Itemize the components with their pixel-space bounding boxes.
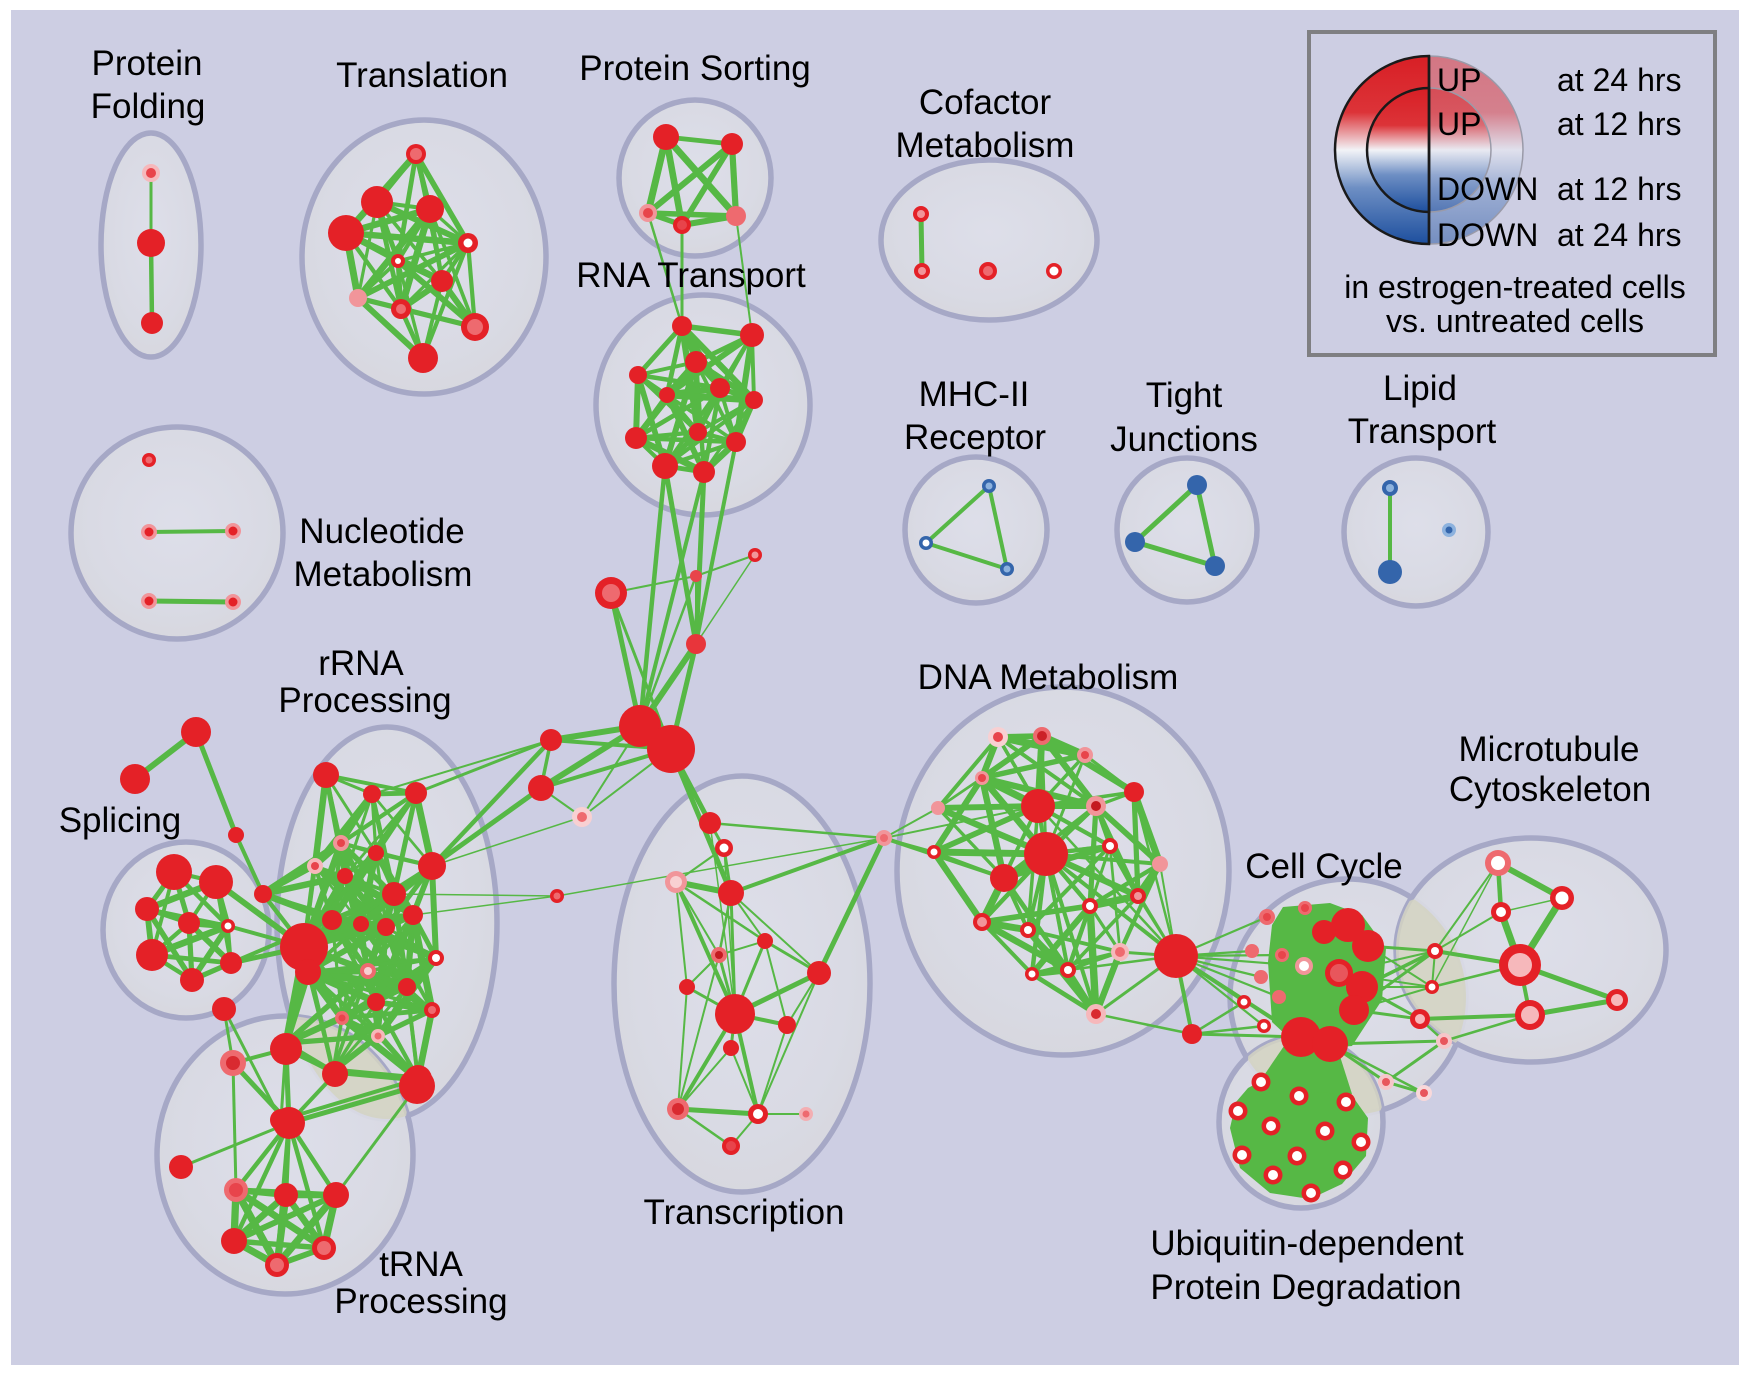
svg-text:Lipid: Lipid [1383,369,1457,408]
svg-text:Translation: Translation [336,56,508,95]
svg-text:Splicing: Splicing [59,801,182,840]
svg-text:Folding: Folding [91,87,206,126]
svg-text:at 24 hrs: at 24 hrs [1557,217,1682,253]
svg-text:at 12 hrs: at 12 hrs [1557,106,1682,142]
svg-text:DNA Metabolism: DNA Metabolism [918,658,1179,697]
svg-text:tRNA: tRNA [379,1245,463,1284]
svg-text:Transport: Transport [1348,412,1497,451]
svg-text:Metabolism: Metabolism [896,126,1075,165]
svg-text:Protein: Protein [92,44,203,83]
svg-text:at 24 hrs: at 24 hrs [1557,62,1682,98]
svg-text:Receptor: Receptor [904,418,1046,457]
svg-text:Cell Cycle: Cell Cycle [1245,847,1403,886]
svg-text:Transcription: Transcription [644,1193,845,1232]
svg-text:in estrogen-treated cells: in estrogen-treated cells [1344,269,1686,305]
svg-text:UP: UP [1437,106,1481,142]
svg-text:at 12 hrs: at 12 hrs [1557,171,1682,207]
svg-text:DOWN: DOWN [1437,217,1538,253]
svg-text:RNA Transport: RNA Transport [576,256,806,295]
svg-text:Processing: Processing [278,681,451,720]
svg-text:Cofactor: Cofactor [919,83,1052,122]
svg-text:Protein Degradation: Protein Degradation [1150,1268,1461,1307]
svg-text:Metabolism: Metabolism [294,555,473,594]
svg-text:Processing: Processing [334,1282,507,1321]
svg-text:DOWN: DOWN [1437,171,1538,207]
svg-text:Protein Sorting: Protein Sorting [579,49,811,88]
svg-text:Cytoskeleton: Cytoskeleton [1449,770,1651,809]
svg-text:rRNA: rRNA [318,644,404,683]
svg-text:Tight: Tight [1146,376,1223,415]
svg-text:Ubiquitin-dependent: Ubiquitin-dependent [1150,1224,1464,1263]
svg-text:Junctions: Junctions [1110,420,1258,459]
svg-text:Nucleotide: Nucleotide [299,512,464,551]
svg-text:UP: UP [1437,62,1481,98]
svg-text:MHC-II: MHC-II [919,375,1030,414]
svg-text:vs. untreated cells: vs. untreated cells [1386,303,1644,339]
svg-text:Microtubule: Microtubule [1459,730,1640,769]
